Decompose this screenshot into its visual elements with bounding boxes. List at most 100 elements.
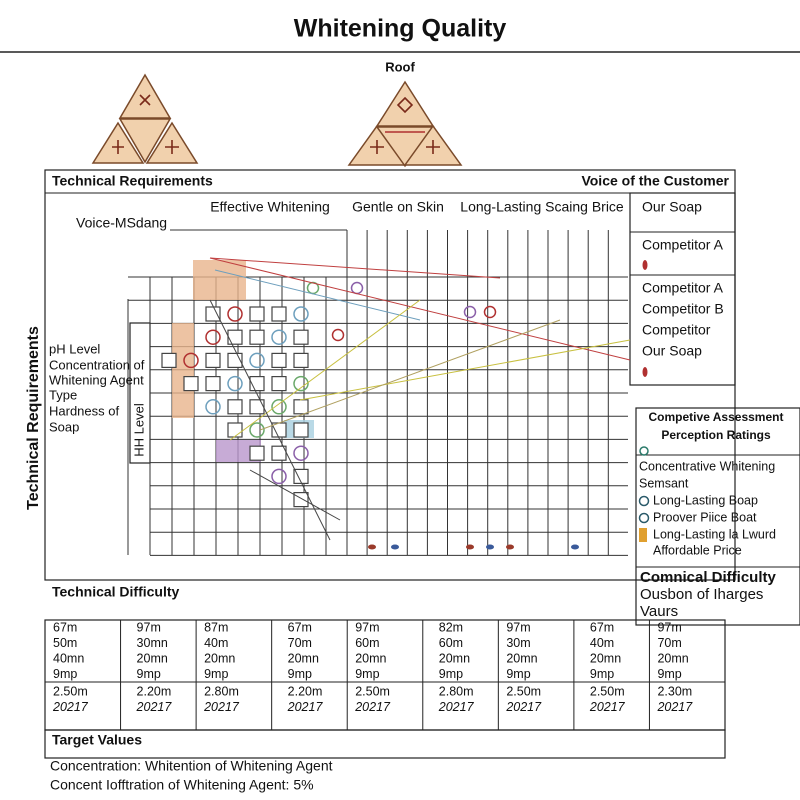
table-cell: 30m [506, 636, 530, 650]
technical-difficulty: Technical Difficulty [52, 584, 180, 600]
table-cell: 2.80m [439, 684, 474, 698]
assessment-item: Long-Lasting la Lwurd [653, 527, 776, 541]
symbol-dot [368, 544, 376, 550]
customer-item: Competitor A [642, 280, 724, 296]
difficulty-line: Ousbon of Iharges [640, 586, 763, 603]
roof-label: Roof [385, 59, 415, 74]
relation-line [209, 299, 331, 541]
symbol-square [293, 399, 309, 415]
table-cell: 2.20m [288, 684, 323, 698]
symbol-circle [331, 328, 345, 342]
rating-mark [642, 367, 648, 377]
table-cell: 20mn [506, 651, 537, 665]
table-cell: 60m [439, 636, 463, 650]
table-cell: 9mp [137, 667, 161, 681]
table-cell: 9mp [288, 667, 312, 681]
symbol-dot [571, 544, 579, 550]
table-cell: 20217 [656, 700, 693, 714]
relation-line [229, 299, 421, 441]
table-cell: 20217 [354, 700, 391, 714]
symbol-circle [183, 352, 199, 369]
shade [172, 323, 194, 418]
header-left: Technical Requirements [52, 173, 213, 189]
table-cell: 97m [657, 620, 681, 634]
difficulty-line: Vaurs [640, 603, 678, 620]
table-cell: 50m [53, 636, 77, 650]
table-cell: 2.50m [590, 684, 625, 698]
table-cell: 20mn [288, 651, 319, 665]
table-cell: 40m [590, 636, 614, 650]
table-cell: 20mn [137, 651, 168, 665]
table-cell: 20217 [52, 700, 89, 714]
side-label: Technical Requirements [25, 326, 42, 510]
symbol-square [293, 492, 309, 508]
symbol-dot [506, 544, 514, 550]
symbol-circle [271, 329, 287, 345]
table-cell: 2.80m [204, 684, 239, 698]
symbol-circle [293, 445, 309, 461]
table-cell: 70m [657, 636, 681, 650]
table-cell: 20217 [589, 700, 626, 714]
symbol-square [293, 422, 309, 438]
symbol-square [249, 306, 265, 322]
symbol-circle [227, 375, 243, 392]
column-header: Effective Whitening [210, 199, 330, 215]
matrix-grid [127, 229, 628, 556]
level-label: HH Level [131, 403, 146, 457]
table-cell: 2.50m [53, 684, 88, 698]
symbol-square [161, 352, 177, 368]
table-cell: 20217 [136, 700, 173, 714]
customer-item: Our Soap [642, 343, 702, 359]
table-cell: 87m [204, 620, 228, 634]
symbol-square [271, 306, 287, 322]
rating-mark [638, 512, 650, 524]
symbol-square [227, 422, 243, 438]
column-header: Long-Lasting Scaing Brice [460, 199, 624, 215]
symbol-square [293, 352, 309, 368]
customer-panel [629, 192, 736, 386]
customer-item: Competitor B [642, 301, 724, 317]
table-cell: 2.20m [137, 684, 172, 698]
symbol-square [249, 445, 265, 461]
symbol-circle [271, 468, 287, 485]
assessment-item: Long-Lasting Boap [653, 493, 758, 507]
roof-triangle [375, 80, 435, 127]
symbol-square [205, 376, 221, 392]
table-cell: 9mp [657, 667, 681, 681]
requirement: Concentration of [49, 357, 145, 372]
customer-item: Our Soap [642, 199, 702, 215]
table-cell: 82m [439, 620, 463, 634]
relation-line [249, 469, 341, 521]
table-cell: 97m [506, 620, 530, 634]
roof-triangle [118, 118, 172, 164]
symbol-square [249, 329, 265, 345]
table-cell: 9mp [506, 667, 530, 681]
requirement: pH Level [49, 341, 100, 356]
roof-triangle [118, 73, 172, 119]
table-cell: 67m [590, 620, 614, 634]
symbol-dot [391, 544, 399, 550]
symbol-square [271, 376, 287, 392]
table-cell: 20217 [505, 700, 542, 714]
symbol-circle [293, 375, 309, 392]
table-cell: 40m [204, 636, 228, 650]
rating-mark [642, 260, 648, 270]
symbol-square [293, 329, 309, 345]
symbol-circle [205, 399, 221, 415]
table-cell: 40mn [53, 651, 84, 665]
requirement: Soap [49, 419, 79, 434]
symbol-dot [466, 544, 474, 550]
symbol-circle [205, 329, 221, 345]
shade [193, 260, 246, 300]
symbol-circle [249, 422, 265, 438]
header-right: Voice of the Customer [581, 173, 729, 189]
table-cell: 9mp [590, 667, 614, 681]
table-cell: 60m [355, 636, 379, 650]
table-cell: 20mn [204, 651, 235, 665]
relation-line [209, 257, 631, 361]
rating-mark [638, 495, 650, 507]
symbol-circle [249, 352, 265, 369]
table-cell: 2.30m [657, 684, 692, 698]
symbol-circle [227, 306, 243, 322]
symbol-square [227, 399, 243, 415]
